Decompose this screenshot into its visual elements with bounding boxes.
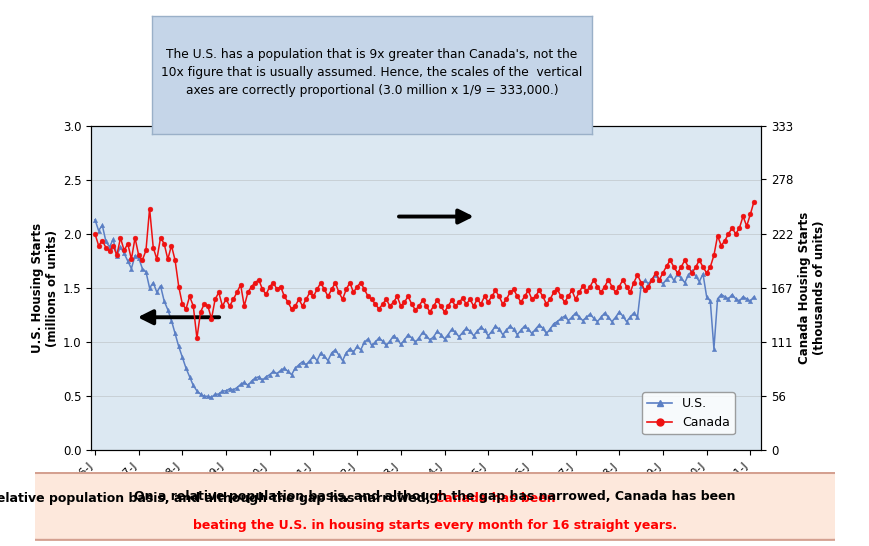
X-axis label: Year and month: Year and month <box>367 486 485 499</box>
Text: On a relative population basis, and although the gap has narrowed, Canada has be: On a relative population basis, and alth… <box>134 490 735 503</box>
Text: Canada has been: Canada has been <box>434 492 555 505</box>
FancyBboxPatch shape <box>15 473 854 540</box>
Legend: U.S., Canada: U.S., Canada <box>641 392 734 435</box>
Y-axis label: U.S. Housing Starts
(millions of units): U.S. Housing Starts (millions of units) <box>30 223 59 353</box>
Y-axis label: Canada Housing Starts
(thousands of units): Canada Housing Starts (thousands of unit… <box>797 212 825 364</box>
Text: beating the U.S. in housing starts every month for 16 straight years.: beating the U.S. in housing starts every… <box>193 519 676 532</box>
Text: The U.S. has a population that is 9x greater than Canada's, not the
10x figure t: The U.S. has a population that is 9x gre… <box>161 48 582 97</box>
Text: On a relative population basis, and although the gap has narrowed,: On a relative population basis, and alth… <box>0 492 434 505</box>
